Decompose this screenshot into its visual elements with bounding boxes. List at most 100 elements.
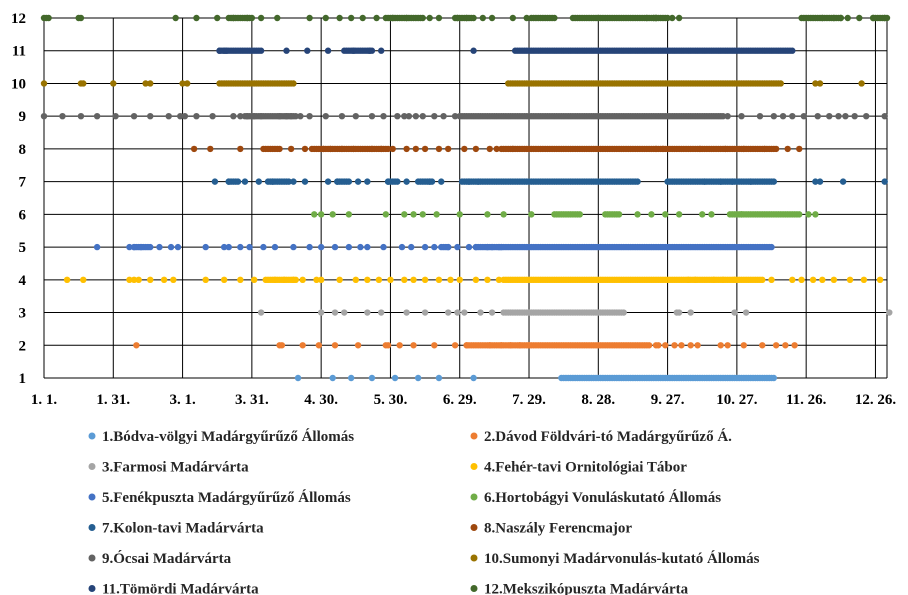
data-point [276, 145, 283, 153]
data-point [336, 276, 343, 284]
data-point [881, 14, 888, 22]
data-point [488, 14, 496, 22]
data-point [652, 14, 660, 22]
data-point [738, 112, 745, 120]
data-point [237, 112, 244, 120]
data-point [364, 276, 371, 284]
data-point [819, 276, 826, 284]
data-point [401, 211, 408, 218]
data-point [664, 14, 671, 22]
data-point [678, 342, 685, 349]
legend-entry: 3.Farmosi Madárvárta [102, 460, 249, 476]
data-point [327, 145, 334, 153]
data-point [345, 243, 353, 251]
data-point [130, 276, 138, 284]
data-point [675, 14, 683, 22]
data-point [202, 276, 209, 284]
legend-entry: 12.Mekszikópuszta Madárvárta [484, 582, 689, 595]
data-point [470, 374, 477, 382]
y-tick-label: 3 [19, 306, 27, 322]
data-point [322, 14, 329, 22]
data-point [419, 14, 426, 22]
data-point [301, 145, 309, 153]
data-point [659, 145, 667, 153]
data-point [846, 276, 854, 284]
data-point [576, 211, 584, 218]
legend-marker [88, 524, 96, 531]
data-point [179, 80, 186, 87]
data-point [297, 112, 304, 120]
data-point [160, 276, 168, 284]
data-point [495, 276, 503, 284]
data-point [809, 276, 817, 284]
data-point [391, 374, 399, 382]
data-point [419, 211, 426, 218]
legend-marker [470, 432, 478, 440]
data-point [886, 309, 893, 316]
data-point [172, 14, 179, 22]
data-point [396, 342, 403, 349]
data-point [461, 145, 468, 153]
data-point [410, 211, 417, 218]
data-point [669, 14, 676, 22]
data-point [306, 243, 313, 251]
data-point [250, 276, 258, 284]
data-point [493, 145, 500, 153]
legend-entry: 10.Sumonyi Madárvonulás-kutató Állomás [484, 550, 760, 567]
data-point [368, 374, 376, 382]
data-point [290, 243, 297, 251]
data-point [507, 342, 514, 349]
data-point [414, 374, 422, 382]
data-point [347, 14, 355, 22]
data-point [225, 178, 232, 185]
data-point [869, 14, 877, 22]
data-point [193, 112, 200, 120]
data-point [384, 178, 392, 185]
data-point [456, 112, 463, 120]
data-point [287, 145, 295, 153]
data-point [724, 342, 731, 349]
data-point [40, 80, 48, 87]
data-point [304, 47, 311, 54]
data-point [830, 14, 838, 22]
data-point [837, 14, 845, 22]
data-point [881, 112, 888, 120]
data-point [662, 211, 669, 218]
data-point [447, 276, 454, 284]
data-point [488, 243, 496, 251]
data-point [731, 309, 738, 316]
y-tick-label: 10 [11, 76, 26, 92]
data-point [620, 309, 627, 316]
data-point [717, 342, 724, 349]
data-point [408, 243, 415, 251]
data-point [472, 276, 480, 284]
data-point [881, 178, 888, 185]
data-point [364, 178, 371, 185]
y-tick-label: 7 [19, 175, 27, 191]
data-point [777, 80, 784, 87]
data-point [283, 112, 290, 120]
data-point [500, 211, 507, 218]
x-tick-label: 4. 30. [304, 392, 338, 408]
data-point [431, 342, 438, 349]
data-point [451, 112, 459, 120]
data-point [378, 309, 385, 316]
y-tick-label: 2 [19, 338, 27, 354]
data-point [137, 243, 145, 251]
data-point [717, 178, 724, 185]
data-point [276, 112, 283, 120]
data-point [317, 276, 325, 284]
data-points [40, 14, 893, 382]
data-point [220, 243, 228, 251]
data-point [147, 80, 154, 87]
data-point [486, 145, 493, 153]
data-point [747, 178, 754, 185]
data-point [290, 178, 297, 185]
data-point [209, 112, 216, 120]
data-point [237, 243, 244, 251]
data-point [156, 243, 163, 251]
data-point [525, 342, 533, 349]
y-tick-label: 6 [19, 207, 27, 223]
data-point [77, 14, 85, 22]
